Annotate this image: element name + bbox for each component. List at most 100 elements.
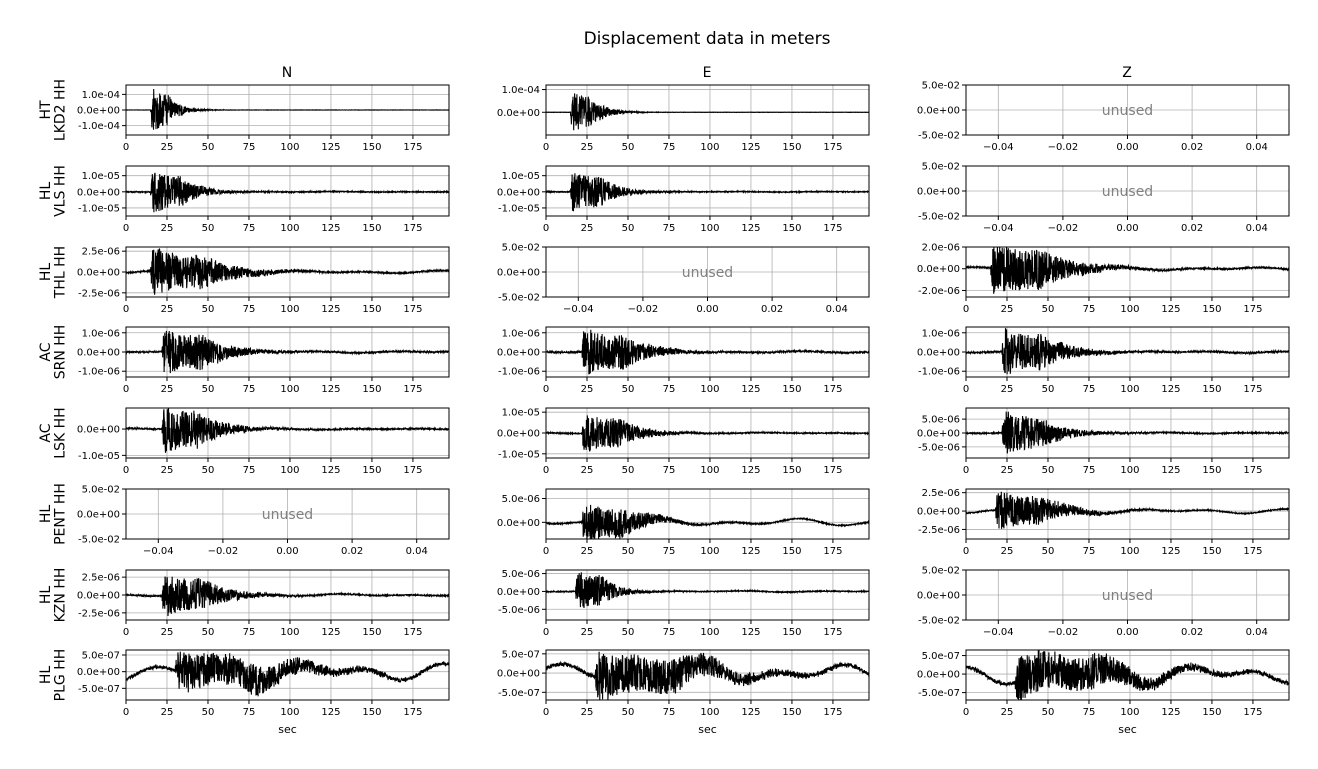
panel-r3-c1: 0 25 50 75 100 125 150 175 -1.0e-06 0.0e+00 1.0e-0… [497, 326, 870, 395]
y-tick-label: 0.0e+00 [77, 348, 120, 359]
x-tick-label: 0 [123, 223, 129, 234]
y-tick-label: -5.0e-07 [78, 684, 120, 695]
row-label-network: HT [38, 100, 54, 120]
panel-r6-c0: 0 25 50 75 100 125 150 175 -2.5e-06 0.0e+00 2.5e-0… [77, 569, 450, 638]
x-tick-label: 100 [1120, 304, 1139, 315]
x-tick-label: 125 [321, 707, 340, 718]
x-tick-label: 175 [403, 627, 422, 638]
y-tick-label: 0.0e+00 [917, 429, 960, 440]
x-tick-label: 25 [581, 627, 594, 638]
x-tick-label: 50 [202, 142, 215, 153]
x-tick-label: 50 [202, 465, 215, 476]
x-tick-label: 25 [161, 384, 174, 395]
x-tick-label: 100 [280, 142, 299, 153]
row-label-station: KZN HH [53, 568, 69, 623]
y-tick-label: 0.0e+00 [917, 106, 960, 117]
axes-frame [125, 649, 450, 701]
panel-r3-c0: 0 25 50 75 100 125 150 175 -1.0e-06 0.0e+00 1.0e-0… [77, 326, 450, 395]
trace-line [125, 248, 450, 295]
x-tick-label: 50 [1042, 465, 1055, 476]
panel-r2-c0: 0 25 50 75 100 125 150 175 -2.5e-06 0.0e+00 2.5e-0… [77, 246, 450, 315]
panel-r4-c1: 0 25 50 75 100 125 150 175 -1.0e-05 0.0e+00 1.0e-0… [497, 407, 870, 476]
x-tick-label: 25 [581, 384, 594, 395]
panel-r7-c1: 0 25 50 75 100 125 150 175 -5.0e-07 0.0e+00 5.0e-0… [497, 649, 870, 736]
x-tick-label: 75 [243, 384, 256, 395]
row-label-4: ACLSK HH [38, 407, 69, 458]
x-tick-label: 175 [823, 465, 842, 476]
x-tick-label: 25 [581, 142, 594, 153]
y-tick-label: 1.0e-04 [502, 85, 540, 96]
x-tick-label: 150 [1202, 465, 1221, 476]
x-tick-label: 175 [403, 465, 422, 476]
axes-frame [125, 165, 450, 217]
y-tick-label: -2.5e-06 [78, 608, 120, 619]
y-tick-label: 0.0e+00 [917, 591, 960, 602]
x-tick-label: 0 [543, 384, 549, 395]
y-tick-label: -5.0e-07 [918, 688, 960, 699]
x-tick-label: 0 [963, 465, 969, 476]
y-tick-label: 2.5e-06 [82, 573, 120, 584]
x-tick-label: 175 [403, 142, 422, 153]
x-tick-label: −0.04 [143, 546, 174, 557]
x-tick-label: −0.02 [1048, 142, 1079, 153]
y-tick-label: 1.0e-05 [502, 408, 540, 419]
x-tick-label: 100 [700, 223, 719, 234]
x-tick-label: 125 [321, 142, 340, 153]
x-tick-label: 0 [963, 304, 969, 315]
y-tick-label: -1.0e-05 [78, 203, 120, 214]
panel-r6-c1: 0 25 50 75 100 125 150 175 -5.0e-06 0.0e+00 5.0e-0… [497, 569, 870, 638]
x-tick-label: 175 [403, 304, 422, 315]
trace-line [545, 572, 870, 609]
x-tick-label: 100 [700, 546, 719, 557]
trace-line [125, 330, 450, 374]
x-tick-label: 175 [1243, 304, 1262, 315]
y-tick-label: 0.0e+00 [497, 587, 540, 598]
x-tick-label: 125 [1161, 304, 1180, 315]
y-tick-label: 0.0e+00 [917, 670, 960, 681]
column-title-z: Z [1122, 65, 1132, 81]
x-tick-label: 0.04 [1246, 627, 1268, 638]
row-label-station: PENT HH [53, 483, 69, 545]
y-tick-label: 5.0e-02 [82, 485, 120, 496]
y-tick-label: 0.0e+00 [497, 348, 540, 359]
row-label-0: HTLKD2 HH [38, 79, 69, 141]
x-tick-label: 75 [243, 142, 256, 153]
x-tick-label: 100 [700, 384, 719, 395]
x-tick-label: 75 [1083, 304, 1096, 315]
y-tick-label: -5.0e-02 [918, 131, 960, 142]
panel-r7-c2: 0 25 50 75 100 125 150 175 -5.0e-07 0.0e+00 5.0e-0… [917, 649, 1290, 736]
y-tick-label: -2.5e-06 [918, 525, 960, 536]
x-tick-label: 75 [663, 384, 676, 395]
x-tick-label: 100 [1120, 707, 1139, 718]
x-tick-label: 75 [243, 707, 256, 718]
x-tick-label: 25 [581, 546, 594, 557]
unused-label: unused [1102, 103, 1153, 119]
y-tick-label: -5.0e-02 [78, 535, 120, 546]
y-tick-label: 5.0e-07 [82, 651, 120, 662]
x-tick-label: 100 [280, 223, 299, 234]
y-tick-label: -2.0e-06 [918, 286, 960, 297]
trace-line [965, 491, 1290, 529]
y-tick-label: -5.0e-02 [918, 616, 960, 627]
x-tick-label: 125 [1161, 465, 1180, 476]
x-tick-label: 150 [782, 142, 801, 153]
x-tick-label: 100 [1120, 384, 1139, 395]
panel-r0-c0: 0 25 50 75 100 125 150 175 -1.0e-04 0.0e+00 1.0e-0… [77, 84, 450, 153]
x-tick-label: 25 [161, 465, 174, 476]
panel-r0-c2: unused −0.04 −0.02 0.00 0.02 0.04 -5.0e-02 0.0e… [917, 81, 1290, 153]
x-tick-label: 125 [1161, 384, 1180, 395]
x-tick-label: 100 [1120, 465, 1139, 476]
x-tick-label: 0.04 [406, 546, 428, 557]
row-label-station: THL HH [53, 246, 69, 299]
column-title-n: N [282, 65, 292, 81]
figure-title: Displacement data in meters [584, 29, 831, 49]
row-label-2: HLTHL HH [38, 246, 69, 299]
x-tick-label: 75 [243, 304, 256, 315]
y-tick-label: 5.0e-07 [502, 649, 540, 660]
y-tick-label: 0.0e+00 [497, 669, 540, 680]
trace-line [125, 172, 450, 213]
x-tick-label: 0 [123, 142, 129, 153]
x-tick-label: 0 [543, 546, 549, 557]
